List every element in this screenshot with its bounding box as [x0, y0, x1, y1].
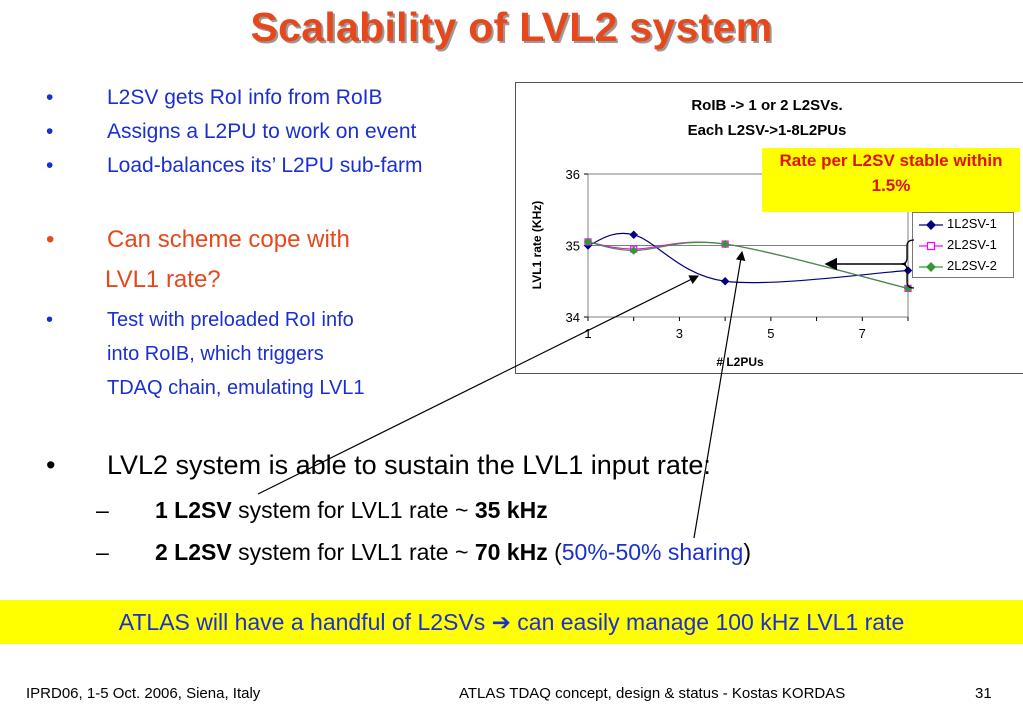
bullet-marker: •: [46, 120, 54, 143]
legend-marker-1l2sv1: [926, 220, 936, 230]
legend-label-2l2sv1: 2L2SV-1: [947, 237, 997, 252]
bullet-marker: •: [46, 450, 56, 480]
bullet-assign-l2pu: Assigns a L2PU to work on event: [107, 120, 417, 143]
sub2-bold: 2 L2SV: [155, 539, 232, 565]
sub2-paren-open: (: [547, 539, 562, 565]
sub1-bold: 1 L2SV: [155, 497, 232, 523]
y-tick-label: 35: [566, 239, 580, 254]
x-tick-label: 5: [767, 326, 774, 341]
x-tick-label: 3: [676, 326, 683, 341]
sub2-sharing: 50%-50% sharing: [561, 539, 744, 565]
bullet-load-balance: Load-balances its’ L2PU sub-farm: [107, 154, 423, 177]
question-line-1: Can scheme cope with: [107, 226, 350, 253]
chart-title-line1: RoIB -> 1 or 2 L2SVs.: [691, 97, 842, 114]
legend-marker-2l2sv1: [926, 241, 936, 251]
legend-keys: [919, 220, 943, 272]
x-tick-label: 7: [859, 326, 866, 341]
sub2-value: 70 kHz: [474, 539, 548, 565]
sub2-text: system for LVL1 rate ~: [231, 539, 475, 565]
bullet-marker: •: [46, 226, 55, 253]
test-line-3: TDAQ chain, emulating LVL1: [107, 377, 365, 399]
x-tick-label: 1: [584, 326, 591, 341]
dash-marker: –: [96, 539, 109, 565]
sub1-value: 35 kHz: [474, 497, 548, 523]
arrow-icon: ➔: [491, 609, 511, 635]
sub-bullet-1: 1 L2SV system for LVL1 rate ~ 35 kHz: [155, 497, 548, 524]
footer-talk-title: ATLAS TDAQ concept, design & status - Ko…: [459, 685, 846, 702]
bullet-marker: •: [46, 86, 54, 109]
banner-left: ATLAS will have a handful of L2SVs: [118, 609, 486, 635]
chart-title-line2: Each L2SV->1-8L2PUs: [688, 122, 847, 139]
question-line-2: LVL1 rate?: [105, 266, 221, 293]
x-axis-label: # L2PUs: [716, 355, 764, 369]
main-bullet: LVL2 system is able to sustain the LVL1 …: [107, 450, 711, 480]
y-tick-label: 36: [566, 167, 580, 182]
legend-label-1l2sv1: 1L2SV-1: [947, 216, 997, 231]
bullet-marker: •: [46, 154, 54, 177]
sub-bullet-2: 2 L2SV system for LVL1 rate ~ 70 kHz (50…: [155, 539, 751, 566]
test-line-1: Test with preloaded RoI info: [107, 309, 354, 331]
sub1-text: system for LVL1 rate ~: [231, 497, 475, 523]
y-tick-label: 34: [566, 310, 580, 325]
bullet-roi-info: L2SV gets RoI info from RoIB: [107, 86, 383, 109]
bullet-marker: •: [46, 309, 54, 331]
banner-right: can easily manage 100 kHz LVL1 rate: [517, 609, 905, 635]
footer-conference: IPRD06, 1-5 Oct. 2006, Siena, Italy: [26, 685, 261, 702]
stability-callout: Rate per L2SV stable within 1.5%: [762, 148, 1020, 212]
page-number: 31: [975, 685, 992, 702]
conclusion-banner: ATLAS will have a handful of L2SVs ➔ can…: [0, 600, 1023, 644]
legend-marker-2l2sv2: [926, 262, 936, 272]
chart-legend: 1L2SV-1 2L2SV-1 2L2SV-2: [912, 212, 1014, 278]
data-point: [720, 239, 730, 249]
test-line-2: into RoIB, which triggers: [107, 343, 324, 365]
legend-label-2l2sv2: 2L2SV-2: [947, 258, 997, 273]
slide-title: Scalability of LVL2 system: [250, 4, 773, 50]
sub2-paren-close: ): [743, 539, 751, 565]
y-axis-label: LVL1 rate (KHz): [530, 201, 544, 289]
dash-marker: –: [96, 497, 109, 523]
series-line-2L2SV-2: [587, 241, 909, 289]
